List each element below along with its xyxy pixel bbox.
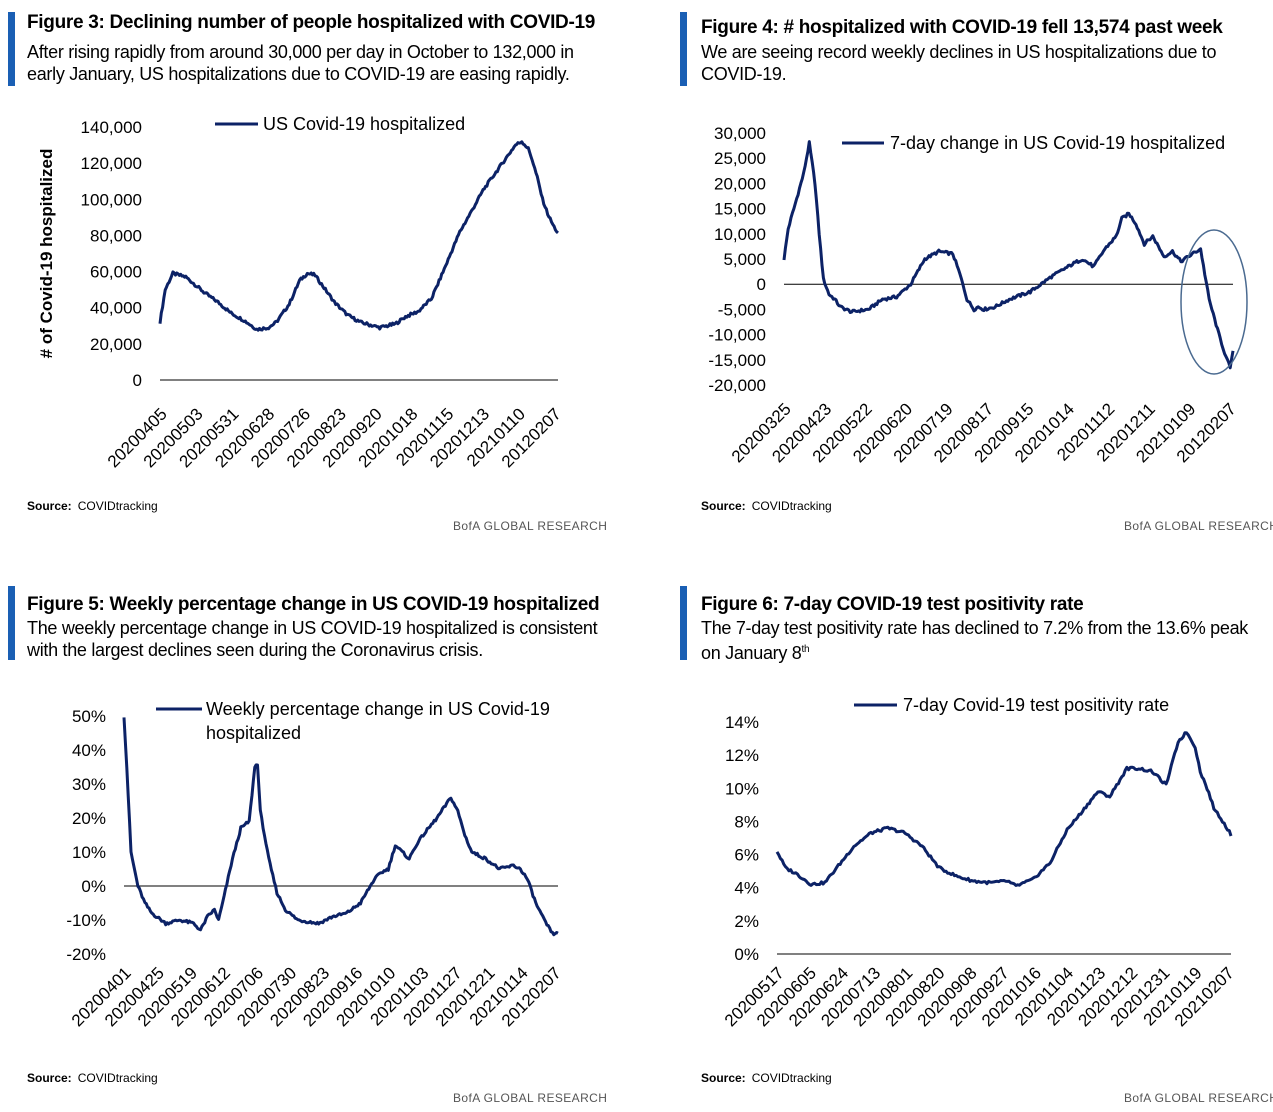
legend-label: 7-day Covid-19 test positivity rate — [903, 695, 1169, 715]
brand-label: BofA GLOBAL RESEARCH — [453, 1091, 608, 1105]
y-tick-label: 15,000 — [714, 200, 766, 219]
y-tick-label: 10% — [72, 843, 106, 862]
y-tick-label: 40,000 — [90, 299, 142, 318]
source-value: COVIDtracking — [77, 1071, 158, 1085]
figure-5: Figure 5: Weekly percentage change in US… — [0, 556, 636, 1112]
y-tick-label: -20% — [66, 945, 106, 964]
y-tick-label: 60,000 — [90, 263, 142, 282]
y-tick-label: 0% — [734, 945, 759, 964]
figure-description: The weekly percentage change in US COVID… — [27, 618, 598, 660]
brand-label: BofA GLOBAL RESEARCH — [453, 519, 608, 533]
figure-description: We are seeing record weekly declines in … — [701, 42, 1217, 84]
legend-label: US Covid-19 hospitalized — [263, 114, 465, 134]
figure-title: Figure 3: Declining number of people hos… — [27, 12, 596, 33]
y-tick-label: 0 — [757, 275, 766, 294]
figure-title: Figure 4: # hospitalized with COVID-19 f… — [701, 17, 1223, 38]
source-value: COVIDtracking — [77, 499, 158, 513]
legend-label: hospitalized — [206, 723, 301, 743]
y-tick-label: 80,000 — [90, 226, 142, 245]
weekly-pct-change-chart: -20%-10%0%10%20%30%40%50%202004012020042… — [66, 699, 565, 1030]
y-tick-label: 0 — [133, 371, 142, 390]
y-tick-label: -10% — [66, 911, 106, 930]
source-label: Source: — [701, 499, 746, 513]
series-line — [782, 140, 1235, 370]
y-tick-label: 25,000 — [714, 149, 766, 168]
legend-label: Weekly percentage change in US Covid-19 — [206, 699, 550, 719]
figure-6: Figure 6: 7-day COVID-19 test positivity… — [636, 556, 1273, 1112]
source-value: COVIDtracking — [751, 1071, 832, 1085]
source-note: Source: COVIDtracking — [27, 1071, 158, 1085]
y-tick-label: 4% — [734, 879, 759, 898]
figure-description: After rising rapidly from around 30,000 … — [27, 42, 574, 84]
figure-description-sup: th — [801, 644, 810, 655]
y-tick-label: 30,000 — [714, 124, 766, 143]
series-line — [775, 731, 1233, 887]
figure-accent-bar — [680, 12, 687, 86]
y-tick-label: 10,000 — [714, 225, 766, 244]
y-tick-label: 14% — [725, 713, 759, 732]
y-tick-label: 20,000 — [714, 174, 766, 193]
y-tick-label: 20% — [72, 809, 106, 828]
y-tick-label: 100,000 — [81, 190, 142, 209]
source-label: Source: — [27, 499, 72, 513]
figure-description-text: The 7-day test positivity rate has decli… — [701, 618, 1249, 663]
figure-accent-bar — [8, 12, 15, 86]
source-note: Source: COVIDtracking — [701, 499, 832, 513]
y-tick-label: 10% — [725, 779, 759, 798]
figure-accent-bar — [680, 586, 687, 660]
y-tick-label: 0% — [81, 877, 106, 896]
y-tick-label: 50% — [72, 707, 106, 726]
source-note: Source: COVIDtracking — [701, 1071, 832, 1085]
brand-label: BofA GLOBAL RESEARCH — [1124, 1091, 1273, 1105]
y-tick-label: 6% — [734, 846, 759, 865]
y-tick-label: 2% — [734, 912, 759, 931]
hospitalized-chart: 0 20,000 40,000 60,000 80,000 100,000 120,000 1… — [37, 114, 565, 471]
source-label: Source: — [701, 1071, 746, 1085]
y-tick-label: 40% — [72, 741, 106, 760]
weekly-change-chart: -20,000 -15,000 -10,000 -5,000 0 5,000 10,000 1… — [708, 124, 1248, 466]
y-tick-label: 8% — [734, 812, 759, 831]
y-tick-label: -15,000 — [708, 351, 766, 370]
y-tick-label: 30% — [72, 775, 106, 794]
source-value: COVIDtracking — [751, 499, 832, 513]
legend-label: 7-day change in US Covid-19 hospitalized — [890, 133, 1225, 153]
annotation-ellipse — [1180, 229, 1248, 375]
figure-4: Figure 4: # hospitalized with COVID-19 f… — [636, 0, 1273, 556]
figure-title: Figure 6: 7-day COVID-19 test positivity… — [701, 594, 1084, 615]
y-tick-label: -10,000 — [708, 326, 766, 345]
y-tick-label: 140,000 — [81, 118, 142, 137]
y-tick-label: 120,000 — [81, 154, 142, 173]
y-tick-label: 12% — [725, 746, 759, 765]
figure-3: Figure 3: Declining number of people hos… — [0, 0, 636, 556]
figure-title: Figure 5: Weekly percentage change in US… — [27, 594, 600, 615]
source-label: Source: — [27, 1071, 72, 1085]
positivity-rate-chart: 0%2%4%6%8%10%12%14%202005172020060520200… — [721, 695, 1238, 1030]
series-line — [122, 717, 559, 937]
y-tick-label: -20,000 — [708, 376, 766, 395]
figure-accent-bar — [8, 586, 15, 660]
series-line — [158, 140, 559, 332]
source-note: Source: COVIDtracking — [27, 499, 158, 513]
figure-description: The 7-day test positivity rate has decli… — [701, 617, 1271, 664]
y-tick-label: 5,000 — [723, 250, 766, 269]
y-axis-title: # of Covid-19 hospitalized — [37, 149, 56, 359]
y-tick-label: -5,000 — [718, 300, 766, 319]
y-tick-label: 20,000 — [90, 335, 142, 354]
brand-label: BofA GLOBAL RESEARCH — [1124, 519, 1273, 533]
